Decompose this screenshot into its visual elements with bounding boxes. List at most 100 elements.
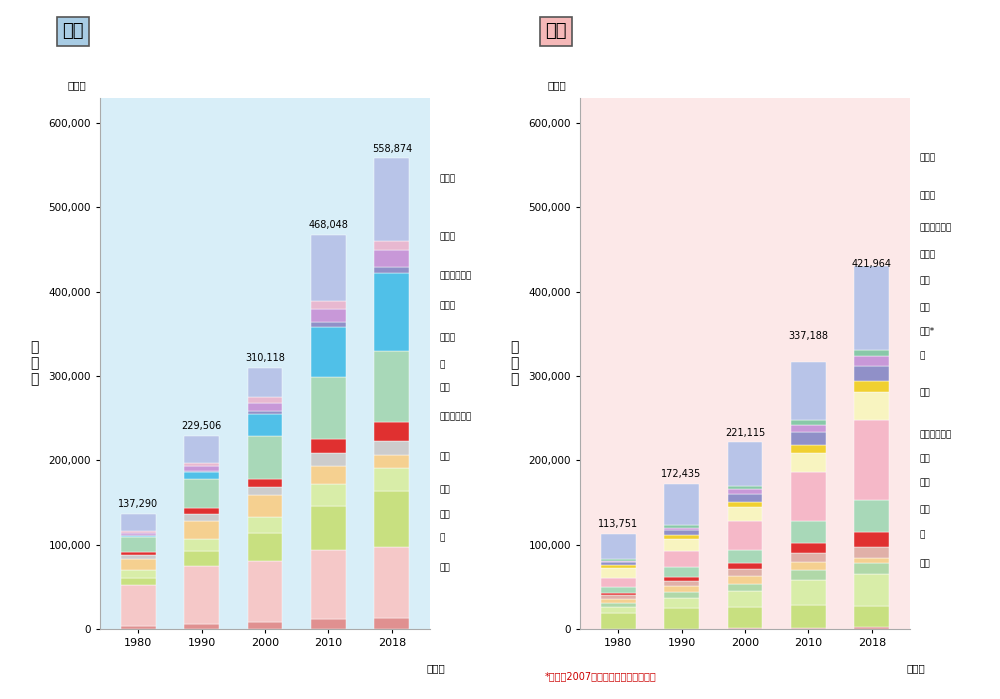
Bar xyxy=(248,414,282,436)
Text: 310,118: 310,118 xyxy=(245,354,285,363)
Bar xyxy=(791,521,826,543)
Text: 食道: 食道 xyxy=(920,560,931,569)
Bar xyxy=(854,350,889,356)
Text: （例）: （例） xyxy=(67,80,86,90)
Bar xyxy=(248,411,282,414)
Bar xyxy=(248,397,282,403)
Bar xyxy=(311,619,346,629)
Bar xyxy=(664,568,699,577)
Bar xyxy=(601,559,636,561)
Text: 罹
患
数: 罹 患 数 xyxy=(510,340,518,387)
Bar xyxy=(854,266,889,350)
Bar xyxy=(854,381,889,391)
Bar xyxy=(791,543,826,553)
Bar xyxy=(248,561,282,622)
Text: 甲状腺: 甲状腺 xyxy=(920,250,936,259)
Text: 558,874: 558,874 xyxy=(372,143,412,154)
Text: 468,048: 468,048 xyxy=(309,220,348,230)
Bar xyxy=(374,491,409,547)
Text: （例）: （例） xyxy=(547,80,566,90)
Bar xyxy=(664,525,699,528)
Text: （年）: （年） xyxy=(427,663,445,674)
Bar xyxy=(601,607,636,612)
Bar xyxy=(121,559,156,570)
Text: 胃: 胃 xyxy=(440,533,445,542)
Bar xyxy=(121,585,156,626)
Bar xyxy=(854,391,889,420)
Text: （年）: （年） xyxy=(907,663,925,674)
Bar xyxy=(184,540,219,551)
Bar xyxy=(601,568,636,578)
Bar xyxy=(184,473,219,480)
Bar xyxy=(311,505,346,550)
Bar xyxy=(121,533,156,535)
Bar xyxy=(184,551,219,566)
Bar xyxy=(311,377,346,439)
Bar xyxy=(311,439,346,453)
Bar xyxy=(791,432,826,445)
Bar xyxy=(121,538,156,552)
Bar xyxy=(854,366,889,381)
Bar xyxy=(374,250,409,267)
Bar xyxy=(184,624,219,629)
Bar xyxy=(728,569,762,577)
Text: 肺: 肺 xyxy=(440,360,445,369)
Bar xyxy=(184,436,219,463)
Bar xyxy=(184,466,219,471)
Text: 女性: 女性 xyxy=(545,22,566,41)
Bar xyxy=(311,550,346,619)
Bar xyxy=(854,500,889,532)
Bar xyxy=(601,596,636,599)
Bar xyxy=(374,441,409,454)
Text: 男性: 男性 xyxy=(62,22,84,41)
Bar xyxy=(248,436,282,479)
Bar xyxy=(121,626,156,629)
Text: 直腸: 直腸 xyxy=(920,479,931,487)
Bar xyxy=(664,608,699,628)
Bar xyxy=(791,628,826,629)
Bar xyxy=(248,368,282,397)
Bar xyxy=(728,487,762,489)
Bar xyxy=(311,309,346,322)
Text: 337,188: 337,188 xyxy=(788,331,828,340)
Bar xyxy=(728,442,762,487)
Bar xyxy=(601,612,636,628)
Bar xyxy=(601,563,636,565)
Bar xyxy=(854,356,889,366)
Bar xyxy=(664,531,699,535)
Bar xyxy=(374,267,409,273)
Text: 悪性リンパ腮: 悪性リンパ腮 xyxy=(920,224,952,233)
Text: 421,964: 421,964 xyxy=(852,259,892,269)
Bar xyxy=(184,508,219,514)
Bar xyxy=(311,327,346,377)
Bar xyxy=(248,479,282,487)
Text: 膜臓: 膜臓 xyxy=(920,388,931,397)
Bar xyxy=(791,361,826,420)
Text: 膜臓: 膜臓 xyxy=(440,383,451,392)
Bar xyxy=(311,484,346,505)
Bar xyxy=(728,563,762,569)
Text: 113,751: 113,751 xyxy=(598,519,638,529)
Bar xyxy=(248,622,282,629)
Bar xyxy=(121,552,156,555)
Bar xyxy=(728,507,762,521)
Bar xyxy=(184,471,219,473)
Bar xyxy=(121,577,156,585)
Bar xyxy=(374,547,409,618)
Bar xyxy=(664,539,699,551)
Bar xyxy=(791,570,826,579)
Bar xyxy=(854,547,889,558)
Bar xyxy=(374,240,409,250)
Bar xyxy=(728,489,762,493)
Text: 子宮: 子宮 xyxy=(920,303,931,312)
Bar xyxy=(854,420,889,500)
Bar xyxy=(854,558,889,563)
Bar xyxy=(184,480,219,508)
Bar xyxy=(854,575,889,606)
Bar xyxy=(664,528,699,531)
Bar xyxy=(311,322,346,327)
Bar xyxy=(601,593,636,596)
Text: 白血病: 白血病 xyxy=(920,192,936,201)
Bar xyxy=(664,535,699,539)
Bar xyxy=(728,591,762,607)
